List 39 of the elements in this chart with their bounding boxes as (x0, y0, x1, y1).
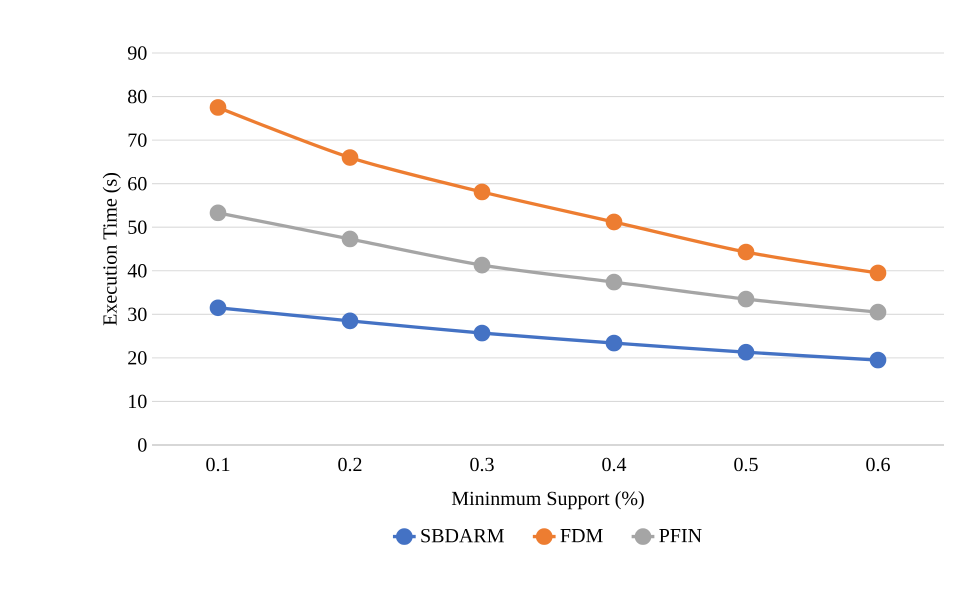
x-tick-label: 0.1 (206, 458, 230, 472)
x-tick-label: 0.4 (602, 458, 626, 472)
point (606, 214, 622, 230)
y-tick-label: 80 (128, 90, 147, 104)
y-tick-label: 90 (128, 46, 147, 60)
point (606, 334, 622, 352)
x-tick-label: 0.6 (866, 458, 890, 472)
y-tick-label: 0 (138, 438, 147, 452)
y-tick-label: 60 (128, 176, 147, 190)
point (210, 99, 226, 116)
x-tick-label: 0.2 (338, 458, 362, 472)
x-axis-title: Mininmum Support (%) (452, 491, 644, 510)
y-tick-label: 20 (128, 351, 147, 365)
point (342, 149, 358, 166)
x-tick-label: 0.5 (734, 458, 758, 472)
point (342, 230, 358, 248)
legend-label: FDM (560, 529, 603, 542)
point (210, 204, 226, 222)
point (738, 244, 754, 260)
y-tick-label: 30 (128, 308, 147, 322)
y-tick-label: 10 (129, 394, 147, 408)
y-tick-label: 50 (128, 220, 147, 234)
x-tick-label: 0.3 (470, 458, 494, 472)
point (210, 299, 226, 316)
point (870, 264, 886, 282)
point (870, 304, 886, 320)
legend-label: SBDARM (421, 528, 504, 542)
point (738, 344, 754, 361)
legend-label: PFIN (659, 529, 702, 542)
point (870, 352, 886, 368)
point (342, 312, 358, 330)
y-axis-title: Execution Time (s) (102, 173, 121, 326)
point (738, 290, 754, 308)
point (606, 274, 622, 290)
point (474, 324, 490, 342)
point (474, 184, 490, 200)
point (474, 256, 490, 274)
y-tick-label: 40 (128, 264, 147, 278)
y-tick-label: 70 (128, 133, 147, 147)
